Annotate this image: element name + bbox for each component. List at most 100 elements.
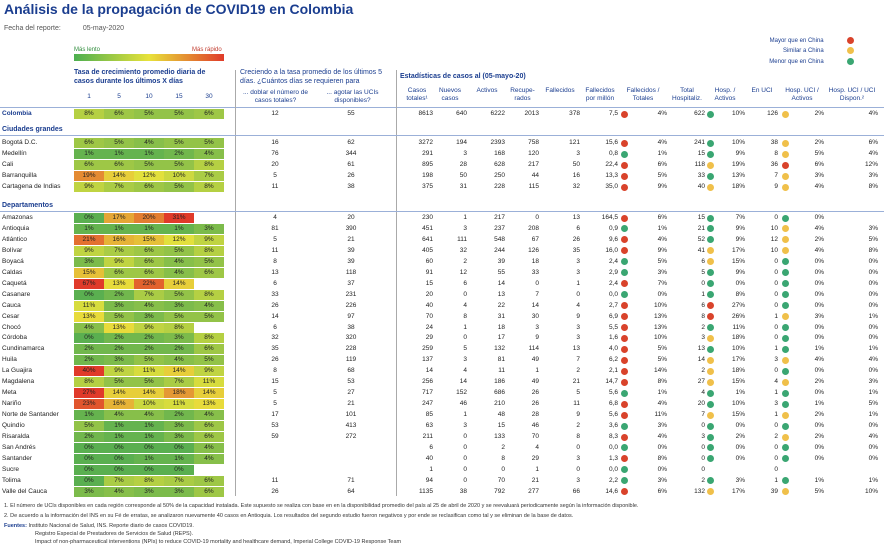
stat-cell: 6222 [490, 110, 505, 117]
row-name: San Andrés [2, 443, 36, 451]
stat-cell: 210 [494, 400, 505, 408]
stat-cell: 3 [576, 257, 580, 265]
stat-cell: 11% [619, 410, 667, 420]
icu-days: 64 [347, 487, 355, 495]
stat-cell: 0,8 [608, 150, 618, 157]
divider-2 [396, 70, 397, 496]
stat-cell: 18 [497, 323, 505, 331]
stat-cell: 115 [528, 183, 539, 190]
stat-cell: 1% [619, 388, 667, 398]
stat-cell: 1% [619, 224, 667, 234]
stat-cell: 118 [694, 161, 705, 168]
stat-cell: 0 [463, 433, 467, 440]
icu-days: 21 [347, 400, 355, 408]
stat-cell: 27 [697, 378, 705, 386]
icu-days: 231 [345, 290, 357, 298]
double-days: 5 [273, 235, 277, 243]
stat-cell: 0% [780, 333, 824, 343]
growth-cell: 9% [134, 322, 164, 333]
double-days: 5 [273, 389, 277, 397]
stat-cell: 1 [774, 411, 778, 419]
stat-cell: 9 [774, 183, 778, 190]
growth-cell: 4% [194, 410, 224, 421]
stat-cell: 7% [705, 213, 745, 223]
stat-cell: 60 [425, 257, 433, 265]
stat-cell: 4% [780, 246, 824, 256]
stat-cell: 2 [701, 476, 705, 484]
table-row: Cesar 13% 5% 3% 5% 5% 14 97 70 8 31 30 9 6,9 13% 8 26% 1 3… [0, 311, 884, 322]
growth-cell: 22% [134, 278, 164, 289]
stat-cell: 17% [705, 246, 745, 256]
growth-cell: 0% [164, 442, 194, 453]
status-dot [621, 139, 628, 147]
stat-cell: 8 [774, 150, 778, 157]
stat-cell: 9% [705, 224, 745, 234]
stat-cell: 126 [767, 110, 778, 117]
icu-days: 97 [347, 312, 355, 320]
status-dot [782, 488, 789, 496]
growth-heatmap: 9% 7% 6% 5% 8% [74, 245, 224, 256]
row-name: Atlántico [2, 235, 27, 243]
growth-cell: 14% [134, 388, 164, 399]
stat-cell: 0 [774, 334, 778, 342]
stat-cell: 4% [780, 224, 824, 234]
stat-cell: 14,7 [605, 378, 618, 386]
stat-cell: 10% [864, 487, 878, 495]
stat-cell: 0 [576, 443, 580, 451]
stat-cell: 1 [576, 279, 580, 287]
table-row: Norte de Santander 1% 4% 4% 2% 4% 17 101 85 1 48 28… [0, 410, 884, 421]
stat-cell: 3% [868, 224, 878, 232]
status-dot [782, 161, 789, 169]
status-dot [621, 389, 628, 397]
growth-cell: 23% [74, 399, 104, 410]
growth-cell: 9% [104, 256, 134, 267]
growth-cell: 3% [164, 432, 194, 442]
stat-cell: 0 [501, 465, 505, 473]
stat-cell: 6% [780, 160, 824, 170]
stat-cell: 5% [619, 344, 667, 354]
stat-cell: 26% [705, 312, 745, 322]
growth-cell: 17% [104, 213, 134, 223]
status-dot [707, 280, 714, 288]
status-dot [782, 444, 789, 452]
growth-heatmap: 1% 1% 1% 2% 4% [74, 149, 224, 159]
status-dot [707, 334, 714, 342]
stat-cell: 50 [459, 172, 467, 179]
growth-heatmap: 40% 9% 11% 14% 9% [74, 366, 224, 377]
growth-cell: 4% [194, 149, 224, 159]
stat-cell: 0 [774, 290, 778, 298]
stat-cell: 1 [463, 214, 467, 221]
stat-cell: 0% [705, 443, 745, 453]
stat-cell: 0 [463, 476, 467, 484]
growth-heatmap: 1% 4% 4% 2% 4% [74, 410, 224, 421]
stat-cell: 3272 [418, 139, 433, 146]
stat-cell: 6 [463, 279, 467, 287]
stat-cell: 3% [619, 421, 667, 431]
stat-cell: 2 [701, 367, 705, 375]
growth-cell: 2% [104, 344, 134, 355]
stats-col-header: Fallecidos [545, 87, 575, 94]
growth-cell: 15% [74, 267, 104, 278]
growth-cell: 5% [164, 182, 194, 192]
stat-cell: 194 [456, 139, 467, 146]
table-row: San Andrés 0% 0% 0% 0% 4% 6 0 2 4 0 0,0 0% 0 0% 0 0% 0% [0, 442, 884, 453]
stat-cell: 0% [780, 323, 824, 333]
stat-cell: 0% [705, 421, 745, 431]
stat-cell: 9% [705, 235, 745, 245]
row-name: Caldas [2, 268, 23, 276]
stat-cell: 40 [697, 183, 705, 190]
growth-cell: 8% [194, 182, 224, 192]
status-dot [707, 110, 714, 118]
growth-cell: 6% [134, 245, 164, 256]
stat-cell: 0% [780, 301, 824, 311]
double-days: 26 [271, 301, 279, 309]
stat-cell: 21 [697, 224, 705, 232]
growth-cell: 0% [134, 464, 164, 475]
stat-cell: 4,0 [608, 345, 618, 353]
status-dot [621, 247, 628, 255]
double-days: 26 [271, 487, 279, 495]
status-dot [782, 139, 789, 147]
stat-cell: 5,6 [608, 389, 618, 397]
growth-heatmap: 8% 6% 5% 5% 6% [74, 109, 224, 119]
stat-cell: 7 [576, 356, 580, 364]
